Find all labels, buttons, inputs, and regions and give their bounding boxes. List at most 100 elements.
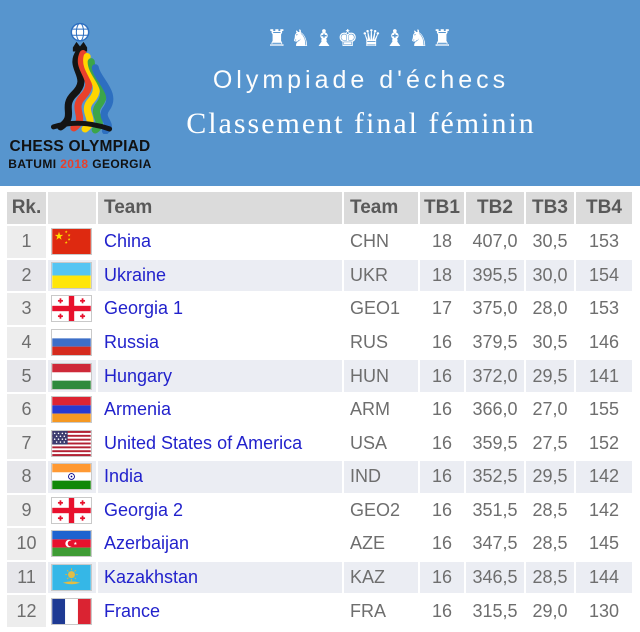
team-link[interactable]: United States of America bbox=[104, 432, 303, 453]
col-header-rank: Rk. bbox=[7, 192, 48, 226]
table-row: 9 Georgia 2 GEO2 16 351,5 28,5 142 bbox=[7, 493, 634, 529]
col-header-tb1: TB1 bbox=[419, 192, 466, 226]
team-link[interactable]: Kazakhstan bbox=[104, 567, 199, 588]
tb4-value: 145 bbox=[575, 527, 634, 562]
rank-cell: 5 bbox=[7, 359, 48, 394]
flag-kazakhstan-icon bbox=[51, 564, 92, 592]
team-link[interactable]: Georgia 1 bbox=[104, 298, 184, 319]
tb2-value: 347,5 bbox=[465, 527, 526, 562]
team-link[interactable]: Armenia bbox=[104, 399, 172, 420]
rank-cell: 3 bbox=[7, 292, 48, 327]
team-link[interactable]: Ukraine bbox=[104, 264, 167, 285]
team-code: KAZ bbox=[343, 560, 420, 596]
tb4-value: 155 bbox=[575, 392, 634, 428]
team-link[interactable]: Hungary bbox=[104, 365, 173, 386]
flag-hungary-icon bbox=[51, 362, 92, 390]
chess-pieces-icon: ♜♞♝♚♛♝♞♜ bbox=[266, 26, 456, 52]
team-code: AZE bbox=[343, 527, 420, 562]
flag-france-icon bbox=[51, 597, 92, 625]
rank-cell: 10 bbox=[7, 527, 48, 562]
tb1-value: 16 bbox=[419, 392, 466, 428]
page-subtitle: Classement final féminin bbox=[186, 107, 536, 140]
tb3-value: 28,5 bbox=[525, 493, 576, 529]
tb1-value: 16 bbox=[419, 359, 466, 394]
page-title: Olympiade d'échecs bbox=[212, 66, 510, 94]
team-code: IND bbox=[343, 460, 420, 495]
tb2-value: 372,0 bbox=[465, 359, 526, 394]
tb3-value: 28,5 bbox=[525, 560, 576, 596]
team-code: USA bbox=[343, 426, 420, 462]
rank-cell: 11 bbox=[7, 560, 48, 596]
tb2-value: 407,0 bbox=[465, 225, 526, 260]
team-code: RUS bbox=[343, 325, 420, 361]
tb1-value: 16 bbox=[419, 594, 466, 629]
tb4-value: 152 bbox=[575, 426, 634, 462]
col-header-tb2: TB2 bbox=[465, 192, 526, 226]
table-row: 3 Georgia 1 GEO1 17 375,0 28,0 153 bbox=[7, 292, 634, 327]
tb2-value: 352,5 bbox=[465, 460, 526, 495]
logo-title: CHESS OLYMPIAD bbox=[9, 138, 151, 155]
tb2-value: 379,5 bbox=[465, 325, 526, 361]
logo-subtitle: BATUMI 2018 GEORGIA bbox=[8, 157, 151, 171]
team-link[interactable]: Russia bbox=[104, 332, 160, 353]
tb2-value: 359,5 bbox=[465, 426, 526, 462]
rank-cell: 6 bbox=[7, 392, 48, 428]
flag-georgia-icon bbox=[51, 496, 92, 524]
team-link[interactable]: China bbox=[104, 231, 152, 252]
tb4-value: 142 bbox=[575, 460, 634, 495]
rank-cell: 4 bbox=[7, 325, 48, 361]
tb2-value: 346,5 bbox=[465, 560, 526, 596]
banner: CHESS OLYMPIAD BATUMI 2018 GEORGIA ♜♞♝♚♛… bbox=[0, 0, 640, 186]
flag-china-icon bbox=[51, 228, 92, 256]
tb3-value: 27,5 bbox=[525, 426, 576, 462]
team-link[interactable]: Azerbaijan bbox=[104, 533, 190, 554]
tb2-value: 315,5 bbox=[465, 594, 526, 629]
tb4-value: 144 bbox=[575, 560, 634, 596]
tb4-value: 154 bbox=[575, 258, 634, 294]
rank-cell: 1 bbox=[7, 225, 48, 260]
flag-usa-icon bbox=[51, 429, 92, 457]
rank-cell: 12 bbox=[7, 594, 48, 629]
logo-country: GEORGIA bbox=[92, 157, 152, 171]
table-row: 2 Ukraine UKR 18 395,5 30,0 154 bbox=[7, 258, 634, 294]
tb1-value: 17 bbox=[419, 292, 466, 327]
tb3-value: 30,0 bbox=[525, 258, 576, 294]
tb1-value: 18 bbox=[419, 225, 466, 260]
tb3-value: 28,0 bbox=[525, 292, 576, 327]
flag-azerbaijan-icon bbox=[51, 530, 92, 558]
tb2-value: 395,5 bbox=[465, 258, 526, 294]
table-row: 4 Russia RUS 16 379,5 30,5 146 bbox=[7, 325, 634, 361]
tb1-value: 16 bbox=[419, 493, 466, 529]
tb3-value: 30,5 bbox=[525, 325, 576, 361]
tb4-value: 153 bbox=[575, 225, 634, 260]
flag-georgia-icon bbox=[51, 295, 92, 323]
tb1-value: 18 bbox=[419, 258, 466, 294]
tb3-value: 29,0 bbox=[525, 594, 576, 629]
rank-cell: 2 bbox=[7, 258, 48, 294]
col-header-flag bbox=[47, 192, 98, 226]
tb1-value: 16 bbox=[419, 325, 466, 361]
team-code: GEO2 bbox=[343, 493, 420, 529]
team-code: GEO1 bbox=[343, 292, 420, 327]
tb2-value: 366,0 bbox=[465, 392, 526, 428]
team-code: CHN bbox=[343, 225, 420, 260]
col-header-tb3: TB3 bbox=[525, 192, 576, 226]
team-link[interactable]: France bbox=[104, 600, 161, 621]
tb4-value: 146 bbox=[575, 325, 634, 361]
table-row: 1 China CHN 18 407,0 30,5 153 bbox=[7, 225, 634, 260]
tb4-value: 130 bbox=[575, 594, 634, 629]
table-row: 12 France FRA 16 315,5 29,0 130 bbox=[7, 594, 634, 629]
ribbon-queen-icon bbox=[50, 22, 114, 134]
tb3-value: 27,0 bbox=[525, 392, 576, 428]
logo-city: BATUMI bbox=[8, 157, 57, 171]
tb4-value: 153 bbox=[575, 292, 634, 327]
table-row: 11 Kazakhstan KAZ 16 346,5 28,5 144 bbox=[7, 560, 634, 596]
team-code: FRA bbox=[343, 594, 420, 629]
team-link[interactable]: Georgia 2 bbox=[104, 499, 184, 520]
tb1-value: 16 bbox=[419, 426, 466, 462]
logo-year: 2018 bbox=[60, 157, 89, 171]
team-link[interactable]: India bbox=[104, 466, 144, 487]
flag-armenia-icon bbox=[51, 396, 92, 424]
tb2-value: 351,5 bbox=[465, 493, 526, 529]
tb1-value: 16 bbox=[419, 527, 466, 562]
